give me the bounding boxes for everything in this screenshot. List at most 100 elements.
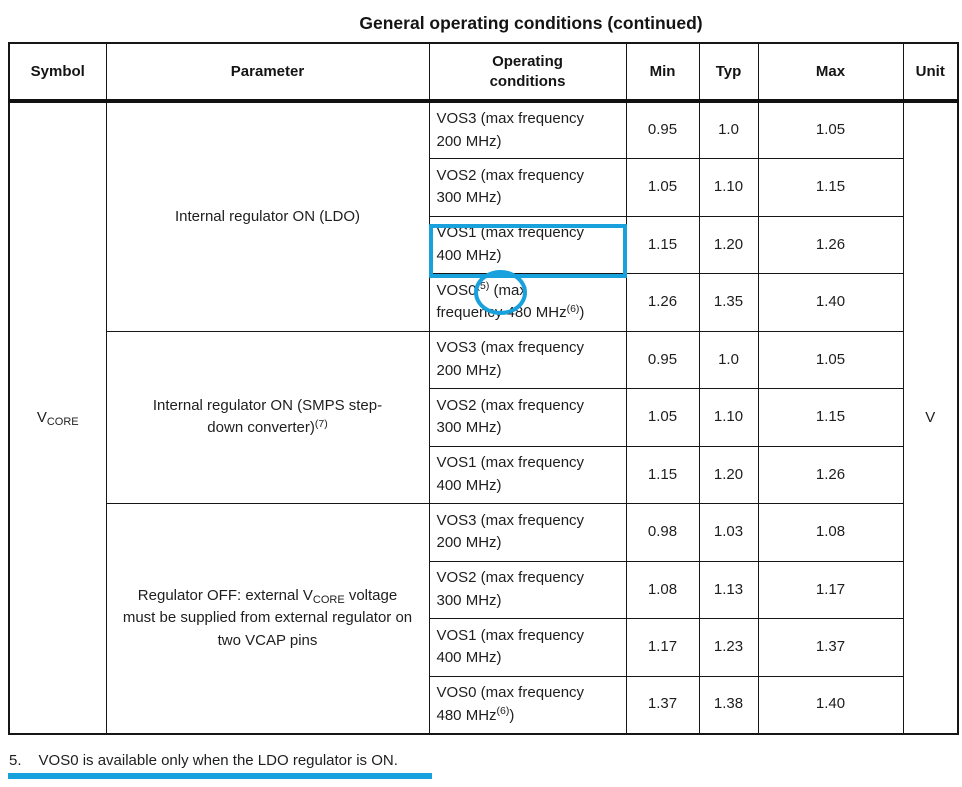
typ-cell: 1.20 (698, 445, 759, 504)
header-max: Max (757, 42, 904, 103)
header-unit: Unit (902, 42, 959, 103)
table-title: General operating conditions (continued) (359, 13, 703, 33)
highlight-underline-annotation (8, 773, 432, 779)
footnote-5: 5. VOS0 is available only when the LDO re… (9, 752, 398, 769)
cond-cell: VOS2 (max frequency 300 MHz) (428, 388, 627, 447)
table-row: VCORE Internal regulator ON (LDO) VOS3 (… (8, 100, 959, 734)
symbol-cell: VCORE (8, 100, 107, 734)
table-row: VOS2 (max frequency 300 MHz) 1.05 1.10 1… (9, 388, 958, 447)
footnote-5-marker: (5) (476, 280, 490, 293)
footnote-text: VOS0 is available only when the LDO regu… (38, 752, 398, 769)
typ-cell: 1.23 (698, 618, 759, 677)
header-typ: Typ (698, 42, 759, 103)
cond-cell: VOS3 (max frequency 200 MHz) (428, 100, 627, 159)
unit-cell: V (902, 100, 959, 734)
cond-text: VOS3 (max frequency 200 MHz) (436, 110, 585, 150)
header-operating-conditions-label: Operating conditions (489, 53, 566, 90)
cond-text: VOS2 (max frequency 300 MHz) (436, 396, 585, 437)
footnote-7-marker: (7) (314, 417, 328, 430)
parameter-text: Internal regulator ON (SMPS step-down co… (152, 396, 383, 437)
cond-cell: VOS1 (max frequency 400 MHz) (428, 618, 627, 677)
table-row: VOS1 (max frequency 400 MHz) 1.15 1.20 1… (9, 445, 958, 504)
typ-cell: 1.35 (698, 273, 759, 332)
cond-text: VOS0 (436, 281, 477, 299)
min-cell: 0.98 (625, 503, 700, 562)
min-cell: 0.95 (625, 330, 700, 389)
cond-cell-vos1-ldo: VOS1 (max frequency 400 MHz) (428, 215, 627, 274)
min-cell: 1.05 (625, 158, 700, 217)
cond-text: VOS1 (max frequency 400 MHz) (436, 454, 585, 494)
header-symbol: Symbol (8, 42, 107, 103)
max-cell: 1.08 (757, 503, 904, 562)
footnote-6-marker: (6) (566, 302, 580, 315)
min-cell: 0.95 (625, 100, 700, 159)
typ-cell: 1.03 (698, 503, 759, 562)
cond-text: VOS3 (max frequency 200 MHz) (436, 511, 585, 552)
min-cell: 1.15 (625, 445, 700, 504)
max-cell: 1.05 (757, 100, 904, 159)
header-min: Min (625, 42, 700, 103)
parameter-cell-ldo: Internal regulator ON (LDO) (105, 100, 430, 332)
typ-cell: 1.10 (698, 158, 759, 217)
max-cell: 1.26 (757, 215, 904, 274)
cond-cell: VOS3 (max frequency 200 MHz) (428, 330, 627, 389)
table-row: Regulator OFF: external VCORE voltage mu… (9, 503, 958, 734)
parameter-cell-smps: Internal regulator ON (SMPS step-down co… (105, 330, 430, 504)
typ-cell: 1.13 (698, 560, 759, 619)
cond-cell: VOS2 (max frequency 300 MHz) (428, 158, 627, 217)
min-cell: 1.08 (625, 560, 700, 619)
table-row: Internal regulator ON (SMPS step-down co… (9, 330, 958, 504)
typ-cell: 1.10 (698, 388, 759, 447)
min-cell: 1.05 (625, 388, 700, 447)
max-cell: 1.15 (757, 158, 904, 217)
cond-text: VOS2 (max frequency 300 MHz) (436, 569, 585, 609)
cond-text: VOS0 (max frequency (436, 684, 585, 701)
table-row-highlighted: VOS1 (max frequency 400 MHz) 1.15 1.20 1… (9, 215, 958, 274)
cond-text: ) (579, 304, 585, 322)
cond-text: VOS1 (max frequency 400 MHz) (436, 224, 585, 264)
cond-cell-vos0-ldo: VOS0(5) (max frequency 480 MHz(6)) (428, 273, 627, 332)
min-cell: 1.17 (625, 618, 700, 677)
min-cell: 1.37 (625, 675, 700, 734)
cond-text: VOS3 (max frequency 200 MHz) (436, 339, 585, 379)
max-cell: 1.15 (757, 388, 904, 447)
typ-cell: 1.38 (698, 675, 759, 734)
min-cell: 1.15 (625, 215, 700, 274)
cond-cell-vos0-off: VOS0 (max frequency 480 MHz(6)) (428, 675, 627, 734)
max-cell: 1.05 (757, 330, 904, 389)
typ-cell: 1.0 (698, 330, 759, 389)
parameter-cell-regulator-off: Regulator OFF: external VCORE voltage mu… (105, 503, 430, 734)
cond-text: ) (509, 706, 515, 724)
cond-cell: VOS1 (max frequency 400 MHz) (428, 445, 627, 504)
max-cell: 1.37 (757, 618, 904, 677)
symbol-subscript: CORE (46, 416, 79, 428)
max-cell: 1.40 (757, 675, 904, 734)
cond-text: VOS2 (max frequency 300 MHz) (436, 166, 585, 207)
header-row: Symbol Parameter Operating conditions Mi… (8, 42, 959, 103)
max-cell: 1.40 (757, 273, 904, 332)
cond-text: 480 MHz (436, 706, 497, 724)
cond-text: (max (489, 281, 527, 299)
cond-cell: VOS2 (max frequency 300 MHz) (428, 560, 627, 619)
footnote-number: 5. (9, 752, 22, 769)
parameter-text: Internal regulator ON (LDO) (174, 207, 361, 225)
table-row: VOS1 (max frequency 400 MHz) 1.17 1.23 1… (9, 618, 958, 677)
vcore-subscript: CORE (312, 594, 345, 606)
header-operating-conditions: Operating conditions (428, 42, 627, 103)
footnote-6-marker: (6) (496, 705, 510, 717)
operating-conditions-table: Symbol Parameter Operating conditions Mi… (8, 42, 959, 735)
typ-cell: 1.0 (698, 100, 759, 159)
table-row: VOS2 (max frequency 300 MHz) 1.05 1.10 1… (9, 158, 958, 217)
parameter-text: voltage must be supplied from external r… (122, 586, 413, 649)
min-cell: 1.26 (625, 273, 700, 332)
cond-text: frequency 480 MHz (436, 304, 567, 322)
cond-text: VOS1 (max frequency 400 MHz) (436, 626, 585, 667)
table-row: VOS0 (max frequency 480 MHz(6)) 1.37 1.3… (9, 675, 958, 734)
header-parameter: Parameter (105, 42, 430, 103)
table-row: VOS2 (max frequency 300 MHz) 1.08 1.13 1… (9, 560, 958, 619)
cond-cell: VOS3 (max frequency 200 MHz) (428, 503, 627, 562)
max-cell: 1.26 (757, 445, 904, 504)
symbol-base: V (36, 408, 47, 426)
typ-cell: 1.20 (698, 215, 759, 274)
